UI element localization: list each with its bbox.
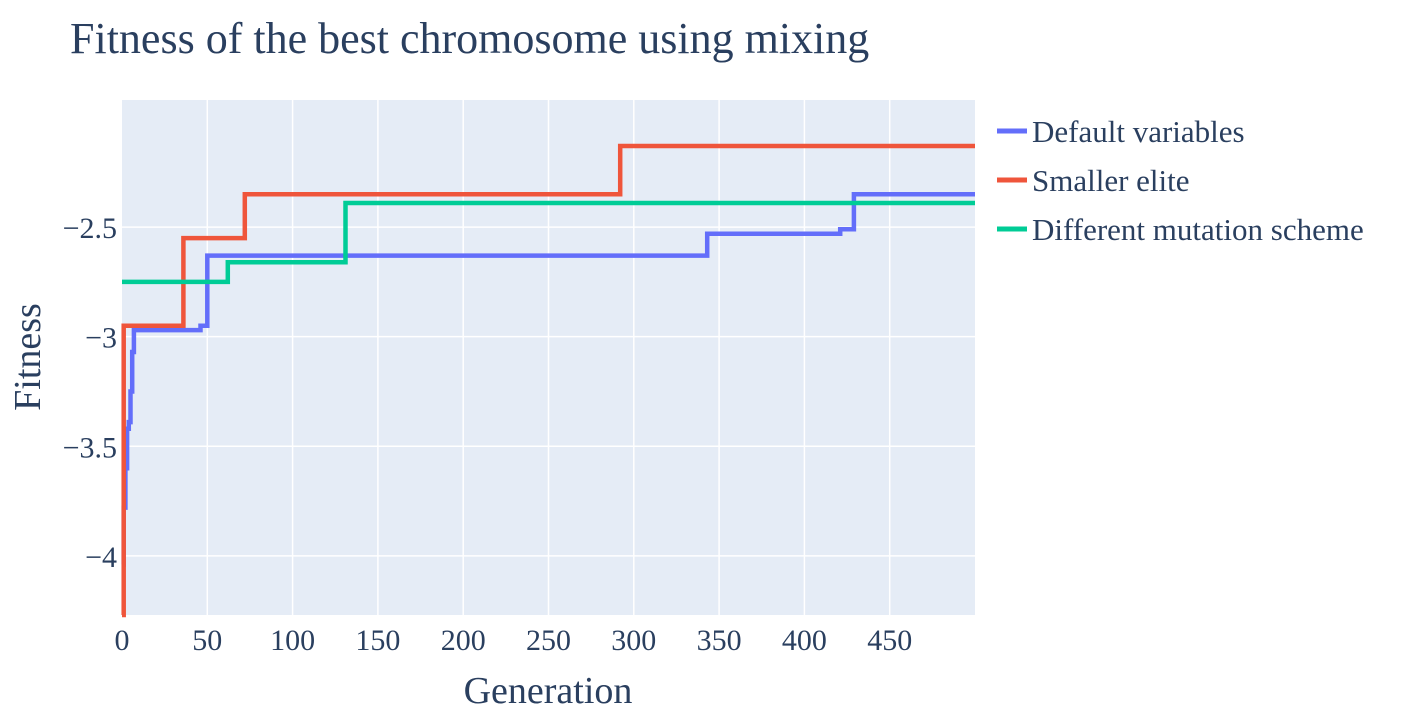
legend-label: Different mutation scheme [1032, 212, 1364, 247]
y-tick-label: −3 [85, 322, 117, 355]
legend-item[interactable]: Smaller elite [997, 163, 1190, 198]
x-tick-label: 150 [355, 624, 400, 657]
x-tick-label: 350 [697, 624, 742, 657]
chart-title: Fitness of the best chromosome using mix… [70, 14, 869, 63]
series-line [121, 191, 975, 567]
legend-label: Smaller elite [1032, 163, 1190, 198]
legend: Default variables Smaller elite Different … [997, 114, 1364, 247]
x-axis-ticks: 0 50 100 150 200 250 300 350 400 450 [115, 624, 913, 657]
x-tick-label: 450 [867, 624, 912, 657]
traces [121, 143, 975, 618]
x-tick-label: 400 [782, 624, 827, 657]
gridlines [122, 100, 975, 615]
x-tick-label: 200 [441, 624, 486, 657]
x-axis-title: Generation [464, 670, 633, 712]
series-line [122, 200, 975, 285]
y-axis-title: Fitness [7, 303, 49, 411]
legend-item[interactable]: Default variables [997, 114, 1245, 149]
y-axis-ticks: −4 −3.5 −3 −2.5 [63, 212, 117, 574]
y-tick-label: −3.5 [63, 431, 117, 464]
x-tick-label: 100 [270, 624, 315, 657]
x-tick-label: 50 [192, 624, 222, 657]
legend-label: Default variables [1032, 114, 1245, 149]
legend-item[interactable]: Different mutation scheme [997, 212, 1364, 247]
x-tick-label: 0 [115, 624, 130, 657]
x-tick-label: 250 [526, 624, 571, 657]
y-tick-label: −4 [85, 541, 117, 574]
series-line [121, 143, 975, 618]
y-tick-label: −2.5 [63, 212, 117, 245]
x-tick-label: 300 [611, 624, 656, 657]
